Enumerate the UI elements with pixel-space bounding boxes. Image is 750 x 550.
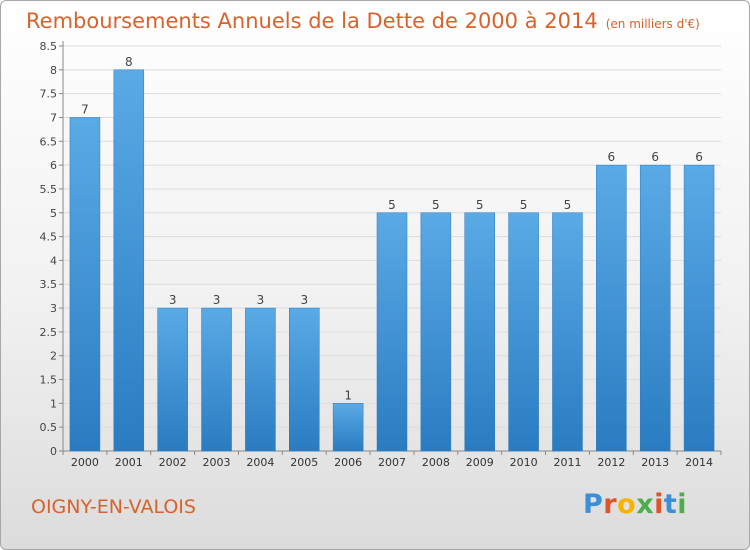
x-tick-label-2010: 2010 <box>510 456 538 469</box>
bar-2014 <box>683 164 715 452</box>
x-tick-label-2009: 2009 <box>466 456 494 469</box>
city-name: OIGNY-EN-VALOIS <box>31 496 196 518</box>
data-label-2006: 1 <box>344 388 352 402</box>
data-label-2014: 6 <box>695 150 703 164</box>
logo-letter: i <box>654 489 664 520</box>
y-tick-label: 6.5 <box>40 135 58 148</box>
bar-2006 <box>332 403 364 452</box>
bar-2009 <box>464 212 495 452</box>
logo-letter: r <box>603 489 618 520</box>
y-tick-label: 8 <box>50 64 57 77</box>
chart-title: Remboursements Annuels de la Dette de 20… <box>26 9 700 33</box>
x-tick-label-2011: 2011 <box>553 456 581 469</box>
y-tick-label: 2 <box>50 350 57 363</box>
labels: 0 0.5 1 1.5 2 2.5 3 3.5 4 4.5 5 5.5 6 6.5 7 7.5 8 8.5 7 200… <box>40 40 714 469</box>
data-label-2004: 3 <box>257 293 265 307</box>
y-tick-label: 3 <box>50 302 57 315</box>
data-label-2013: 6 <box>651 150 659 164</box>
x-tick-label-2004: 2004 <box>246 456 274 469</box>
y-tick-label: 5 <box>50 207 57 220</box>
y-tick-label: 5.5 <box>40 183 58 196</box>
data-label-2003: 3 <box>213 293 221 307</box>
y-tick-label: 4 <box>50 254 57 267</box>
x-tick-label-2002: 2002 <box>159 456 187 469</box>
x-tick-label-2012: 2012 <box>597 456 625 469</box>
bar-2001 <box>113 69 145 452</box>
data-label-2012: 6 <box>608 150 616 164</box>
bar-2011 <box>552 212 583 452</box>
logo-letter: o <box>617 489 637 520</box>
x-tick-label-2007: 2007 <box>378 456 406 469</box>
data-label-2001: 8 <box>125 55 133 69</box>
bar-2004 <box>245 307 276 452</box>
data-label-2007: 5 <box>388 198 396 212</box>
x-tick-label-2006: 2006 <box>334 456 362 469</box>
y-tick-label: 1.5 <box>40 374 58 387</box>
logo-letter: t <box>663 489 678 520</box>
bar-2013 <box>639 164 671 452</box>
bar-2010 <box>508 212 539 452</box>
y-tick-label: 0.5 <box>40 421 58 434</box>
y-tick-label: 7.5 <box>40 88 58 101</box>
x-tick-label-2005: 2005 <box>290 456 318 469</box>
data-label-2002: 3 <box>169 293 177 307</box>
logo-letter: P <box>583 489 604 520</box>
y-tick-label: 8.5 <box>40 40 58 53</box>
chart-title-text: Remboursements Annuels de la Dette de 20… <box>26 9 598 33</box>
data-label-2009: 5 <box>476 198 484 212</box>
bar-2012 <box>596 164 627 452</box>
bar-2003 <box>201 307 232 452</box>
bar-2008 <box>420 212 452 452</box>
y-tick-label: 1 <box>50 397 57 410</box>
chart-unit: (en milliers d'€) <box>605 17 700 31</box>
data-label-2008: 5 <box>432 198 440 212</box>
y-tick-label: 6 <box>50 159 57 172</box>
x-tick-label-2008: 2008 <box>422 456 450 469</box>
y-tick-label: 7 <box>50 111 57 124</box>
data-label-2011: 5 <box>564 198 572 212</box>
y-tick-label: 2.5 <box>40 326 58 339</box>
x-tick-label-2013: 2013 <box>641 456 669 469</box>
bars <box>69 69 715 452</box>
logo-letter: i <box>677 489 688 520</box>
bar-2005 <box>289 307 320 452</box>
x-tick-label-2001: 2001 <box>115 456 143 469</box>
bar-2002 <box>157 307 188 452</box>
x-tick-label-2014: 2014 <box>685 456 713 469</box>
data-label-2000: 7 <box>81 102 89 116</box>
bar-2000 <box>69 117 101 452</box>
proxiti-logo: Proxiti <box>583 489 687 520</box>
data-label-2005: 3 <box>300 293 308 307</box>
y-tick-label: 4.5 <box>40 231 58 244</box>
x-tick-label-2003: 2003 <box>203 456 231 469</box>
bar-2007 <box>376 212 408 452</box>
y-tick-label: 3.5 <box>40 278 58 291</box>
x-tick-label-2000: 2000 <box>71 456 99 469</box>
y-tick-label: 0 <box>50 445 57 458</box>
logo-letter: x <box>636 489 655 520</box>
data-label-2010: 5 <box>520 198 528 212</box>
